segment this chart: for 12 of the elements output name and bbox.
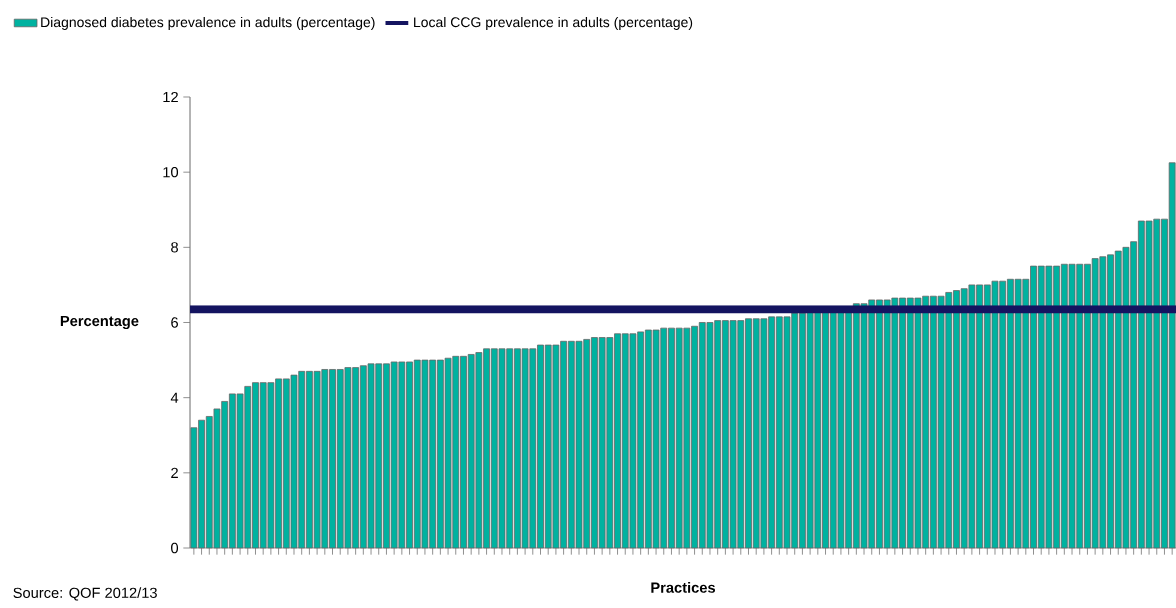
y-tick-label: 4: [170, 392, 179, 403]
legend-label: Local CCG prevalence in adults (percentage): [414, 16, 693, 30]
y-tick-label: 6: [171, 317, 178, 328]
y-tick-label: 2: [171, 467, 178, 478]
x-axis-title: Practices: [651, 582, 716, 593]
y-tick-label: 12: [163, 91, 178, 103]
source-note: Source: QOF 2012/13: [13, 587, 157, 601]
y-tick-label: 10: [163, 166, 179, 178]
y-tick-label: 8: [171, 242, 178, 253]
y-axis-title: Percentage: [60, 315, 139, 330]
y-tick-label: 0: [171, 542, 179, 554]
legend-label: Diagnosed diabetes prevalence in adults (percentage): [41, 16, 375, 30]
